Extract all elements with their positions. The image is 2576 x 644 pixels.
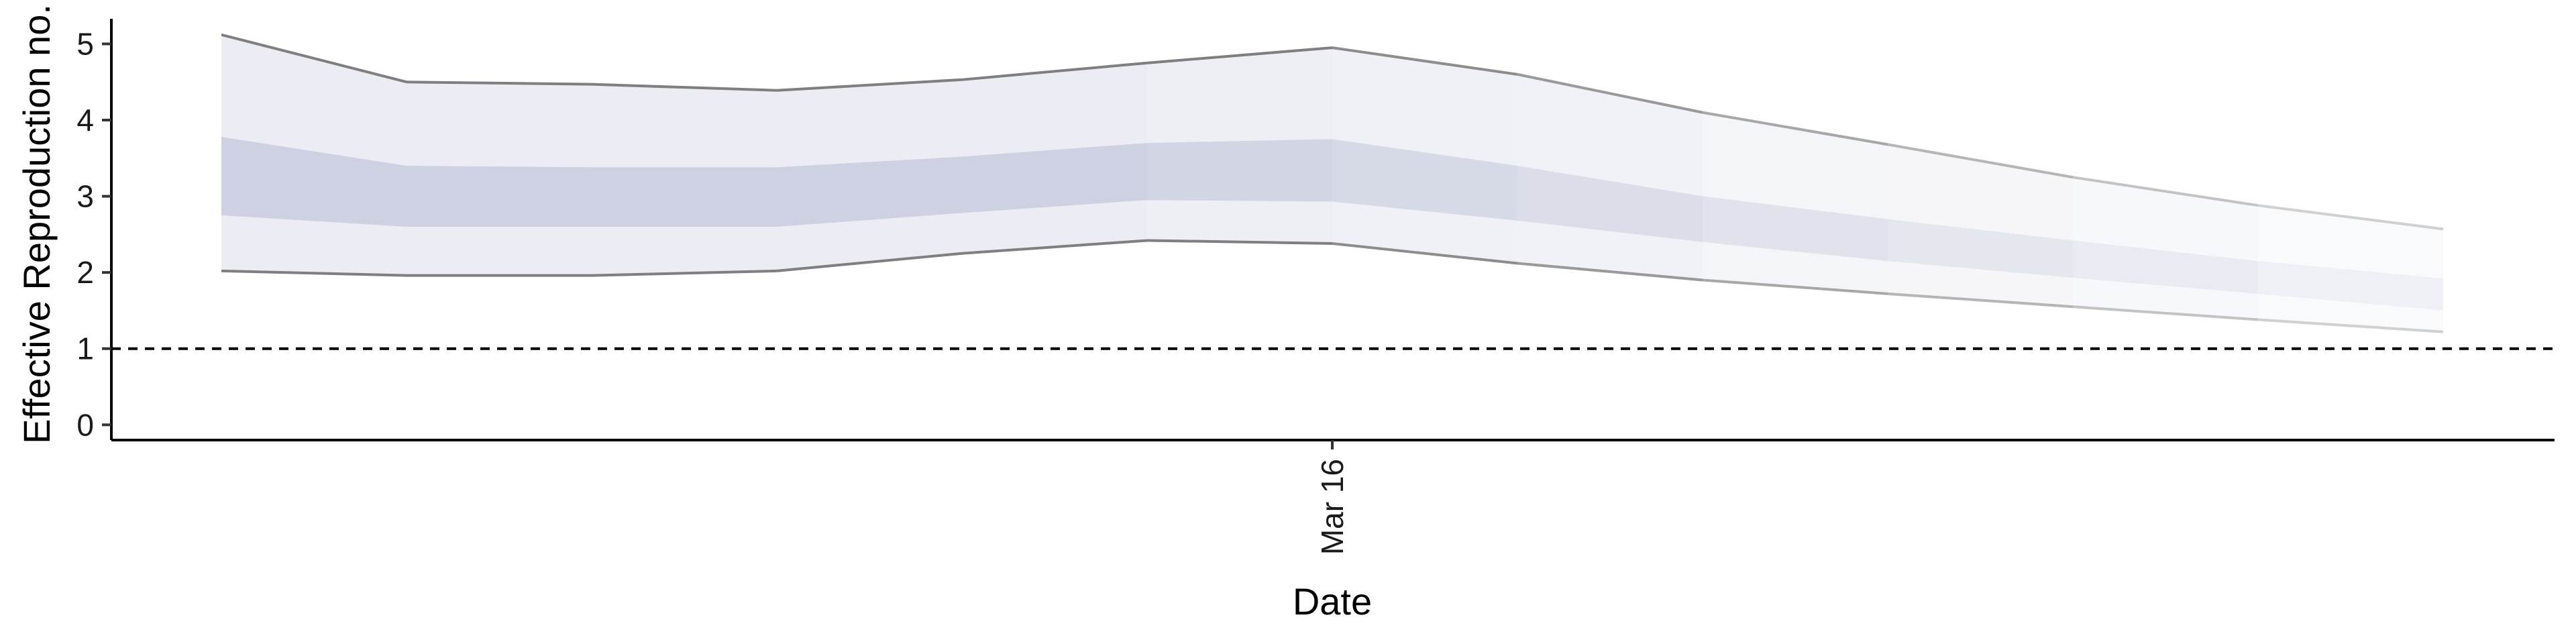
outer-band-segment	[221, 34, 407, 276]
upper-bound-line	[591, 83, 777, 92]
x-tick-label: Mar 16	[1315, 459, 1350, 555]
inner-band-segment	[221, 136, 407, 227]
outer-band-segment	[1888, 144, 2073, 307]
credible-interval-bands	[221, 34, 2443, 332]
outer-band-segment	[1332, 48, 1517, 264]
lower-bound-line	[1517, 262, 1703, 282]
y-tick-label: 3	[76, 179, 94, 214]
outer-band-segment	[777, 79, 962, 271]
inner-band-segment	[1888, 219, 2073, 278]
upper-bound-line	[1887, 143, 2074, 179]
lower-bound-line	[1702, 278, 1888, 295]
inner-band-segment	[2073, 240, 2258, 294]
lower-bound-line	[1332, 241, 1518, 265]
inner-band-segment	[592, 167, 777, 227]
outer-band-segment	[1517, 74, 1703, 280]
upper-bound-line	[221, 33, 407, 84]
upper-bound-line	[1702, 111, 1888, 146]
upper-bound-line	[1517, 72, 1703, 114]
outer-band-segment	[962, 62, 1147, 254]
inner-band-segment	[407, 166, 592, 227]
y-tick-label: 5	[76, 26, 94, 61]
outer-band-segment	[592, 84, 777, 276]
lower-bound-line	[776, 252, 963, 272]
upper-bound-line	[1146, 46, 1333, 64]
outer-band-segment	[1147, 48, 1332, 244]
y-axis-title: Effective Reproduction no.	[15, 4, 58, 444]
inner-band-segment	[962, 143, 1147, 213]
lower-bound-line	[1887, 292, 2074, 309]
lower-bound-line	[221, 269, 407, 277]
upper-bound-line	[961, 61, 1148, 81]
outer-band-segment	[2258, 205, 2443, 332]
upper-bound-line	[2072, 176, 2259, 207]
interval-outlines	[221, 33, 2444, 333]
upper-bound-line	[776, 78, 963, 92]
upper-bound-line	[2257, 204, 2444, 231]
inner-band-segment	[1332, 139, 1517, 221]
inner-band-segment	[1703, 196, 1888, 262]
lower-bound-line	[2257, 318, 2444, 333]
lower-bound-line	[591, 269, 777, 277]
outer-band-segment	[2073, 177, 2258, 320]
inner-band-segment	[1147, 139, 1332, 202]
lower-bound-line	[961, 239, 1148, 255]
upper-bound-line	[406, 80, 592, 86]
y-axis-ticks: 0 1 2 3 4 5	[76, 26, 111, 442]
x-axis-ticks: Mar 16	[1315, 440, 1350, 555]
lower-bound-line	[2072, 305, 2259, 321]
y-tick-label: 1	[76, 331, 94, 366]
lower-bound-line	[1146, 239, 1333, 245]
y-tick-label: 0	[76, 407, 94, 442]
inner-band-segment	[777, 156, 962, 227]
y-tick-label: 2	[76, 255, 94, 290]
inner-band-segment	[2258, 261, 2443, 311]
x-axis-title: Date	[1293, 580, 1372, 623]
outer-band-segment	[1703, 112, 1888, 294]
y-tick-label: 4	[76, 103, 94, 138]
inner-band-segment	[1517, 166, 1703, 242]
outer-band-segment	[407, 82, 592, 276]
upper-bound-line	[1332, 46, 1518, 76]
